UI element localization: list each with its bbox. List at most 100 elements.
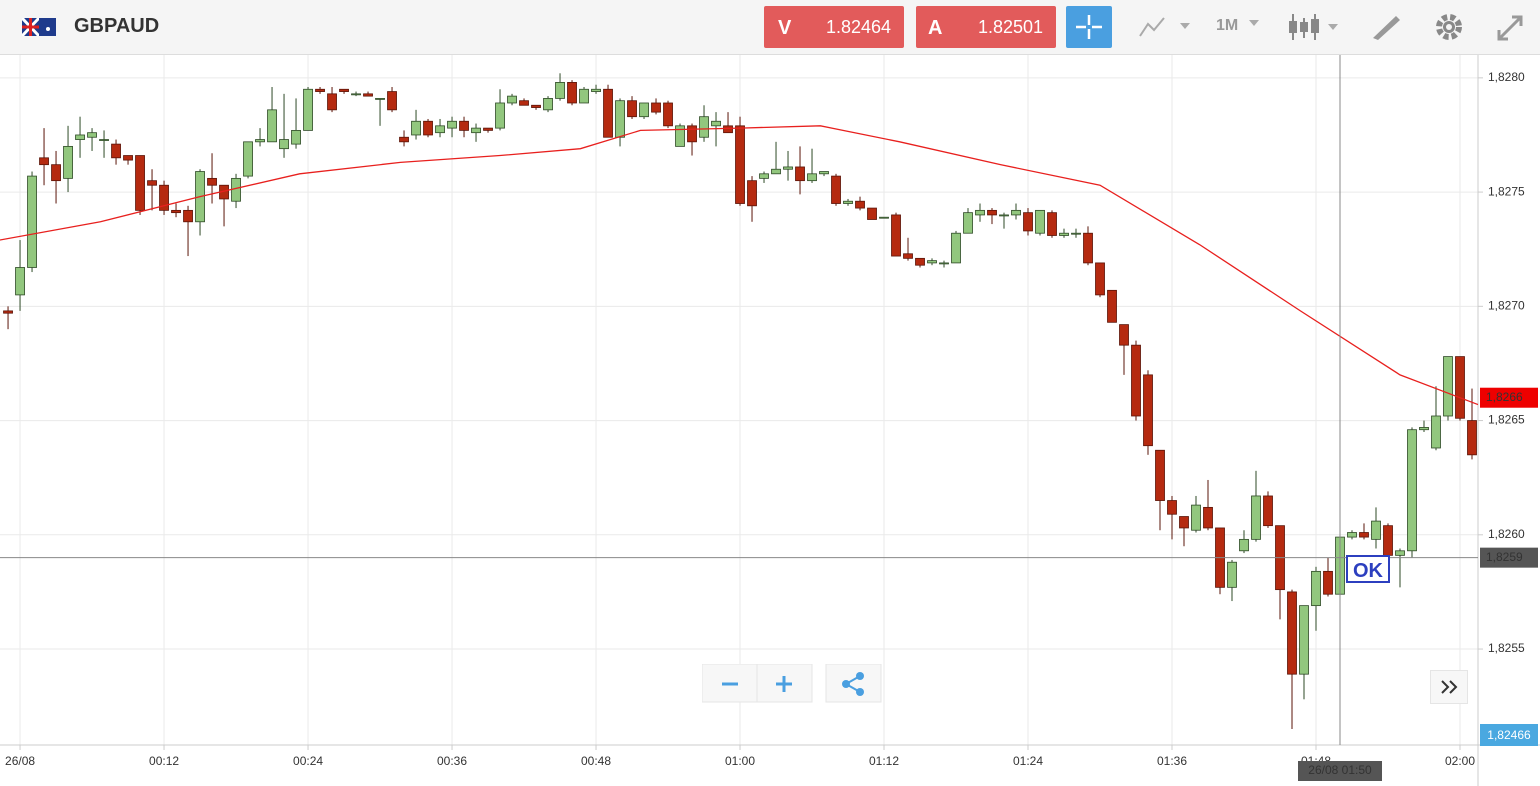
candle-body [1131,344,1141,417]
candle-body [603,88,613,138]
order-badge[interactable]: OK [1346,555,1390,583]
candle-body [867,207,877,220]
candle-body [819,171,829,175]
x-tick-label: 01:36 [1157,754,1187,768]
toolbar: GBPAUD V 1.82464 A 1.82501 1M [0,0,1540,55]
candle-body [3,310,13,314]
y-tick-label: 1,8270 [1488,298,1525,312]
candle-body [1395,550,1405,556]
candle-body [279,139,289,150]
candle-body [879,216,889,219]
candle-body [1119,324,1129,346]
candle-body [687,125,697,143]
candle-body [1299,605,1309,675]
candle-body [51,164,61,182]
candle-body [99,139,109,141]
candle-body [483,127,493,131]
x-tick-label: 00:36 [437,754,467,768]
candle-body [1071,232,1081,235]
candle-body [903,253,913,259]
candle-body [399,136,409,143]
candle-body [639,102,649,118]
candle-body [15,267,25,296]
symbol: GBPAUD [74,15,160,37]
candle-body [927,260,937,264]
candle-body [507,95,517,104]
y-tick-label: 1,8255 [1488,641,1525,655]
scroll-right-button[interactable] [1430,670,1468,704]
candle-body [39,157,49,166]
candle-body [891,214,901,257]
y-tick-label: 1,8260 [1488,527,1525,541]
draw-button[interactable] [1370,12,1402,42]
settings-button[interactable] [1434,12,1464,42]
candle-body [315,88,325,92]
candle-body [1347,532,1357,538]
candle-body [183,209,193,223]
candle-body [651,102,661,113]
candle-body [171,209,181,214]
candle-body [771,168,781,175]
candle-body [747,180,757,207]
candle-body [759,173,769,179]
candle-body [1323,570,1333,595]
zoom-in[interactable] [776,676,792,692]
candle-body [327,93,337,111]
candle-body [711,120,721,127]
candle-body [627,100,637,118]
candle-body [1431,415,1441,449]
candle-body [147,180,157,186]
y-tick-label: 1,8275 [1488,184,1525,198]
candle-body [375,98,385,100]
candle-body [591,88,601,92]
candle-body [1383,525,1393,556]
candle-body [915,257,925,266]
sell-button[interactable]: V 1.82464 [764,6,904,48]
x-tick-label: 01:24 [1013,754,1043,768]
candle-body [1419,427,1429,431]
candle-body [795,166,805,182]
candle-body [87,132,97,138]
fullscreen-button[interactable] [1496,14,1524,42]
candle-body [987,209,997,216]
chart-type-button[interactable] [1138,14,1192,40]
candle-body [435,125,445,134]
x-tick-label: 01:00 [725,754,755,768]
candle-body [243,141,253,177]
candles-button[interactable] [1288,12,1342,42]
x-tick-label: 00:24 [293,754,323,768]
candle-body [1107,289,1117,323]
candle-body [231,177,241,202]
candle-body [159,184,169,211]
last-price-tag [1480,387,1538,408]
candle-body [1467,420,1477,456]
candle-body [411,120,421,136]
candle-body [663,102,673,127]
candle-body [387,91,397,111]
candle-body [1083,232,1093,264]
candle-body [303,88,313,131]
candle-body [291,129,301,145]
candle-body [1203,506,1213,529]
candle-body [255,139,265,143]
candle-body [447,120,457,129]
candle-body [1011,209,1021,216]
crosshair-button[interactable] [1066,6,1112,48]
candle-body [471,127,481,134]
candle-body [1407,429,1417,552]
candle-body [339,88,349,92]
price-line-tag [1480,547,1538,568]
candle-body [75,134,85,140]
timeframe[interactable]: 1M [1216,17,1239,34]
candle-body [855,200,865,209]
candle-body [519,100,529,106]
share-button[interactable] [825,664,882,703]
x-tick-label: 00:48 [581,754,611,768]
buy-button[interactable]: A 1.82501 [916,6,1056,48]
candle-body [843,200,853,204]
zoom-controls [702,664,882,703]
candle-body [579,88,589,104]
candle-body [615,100,625,138]
